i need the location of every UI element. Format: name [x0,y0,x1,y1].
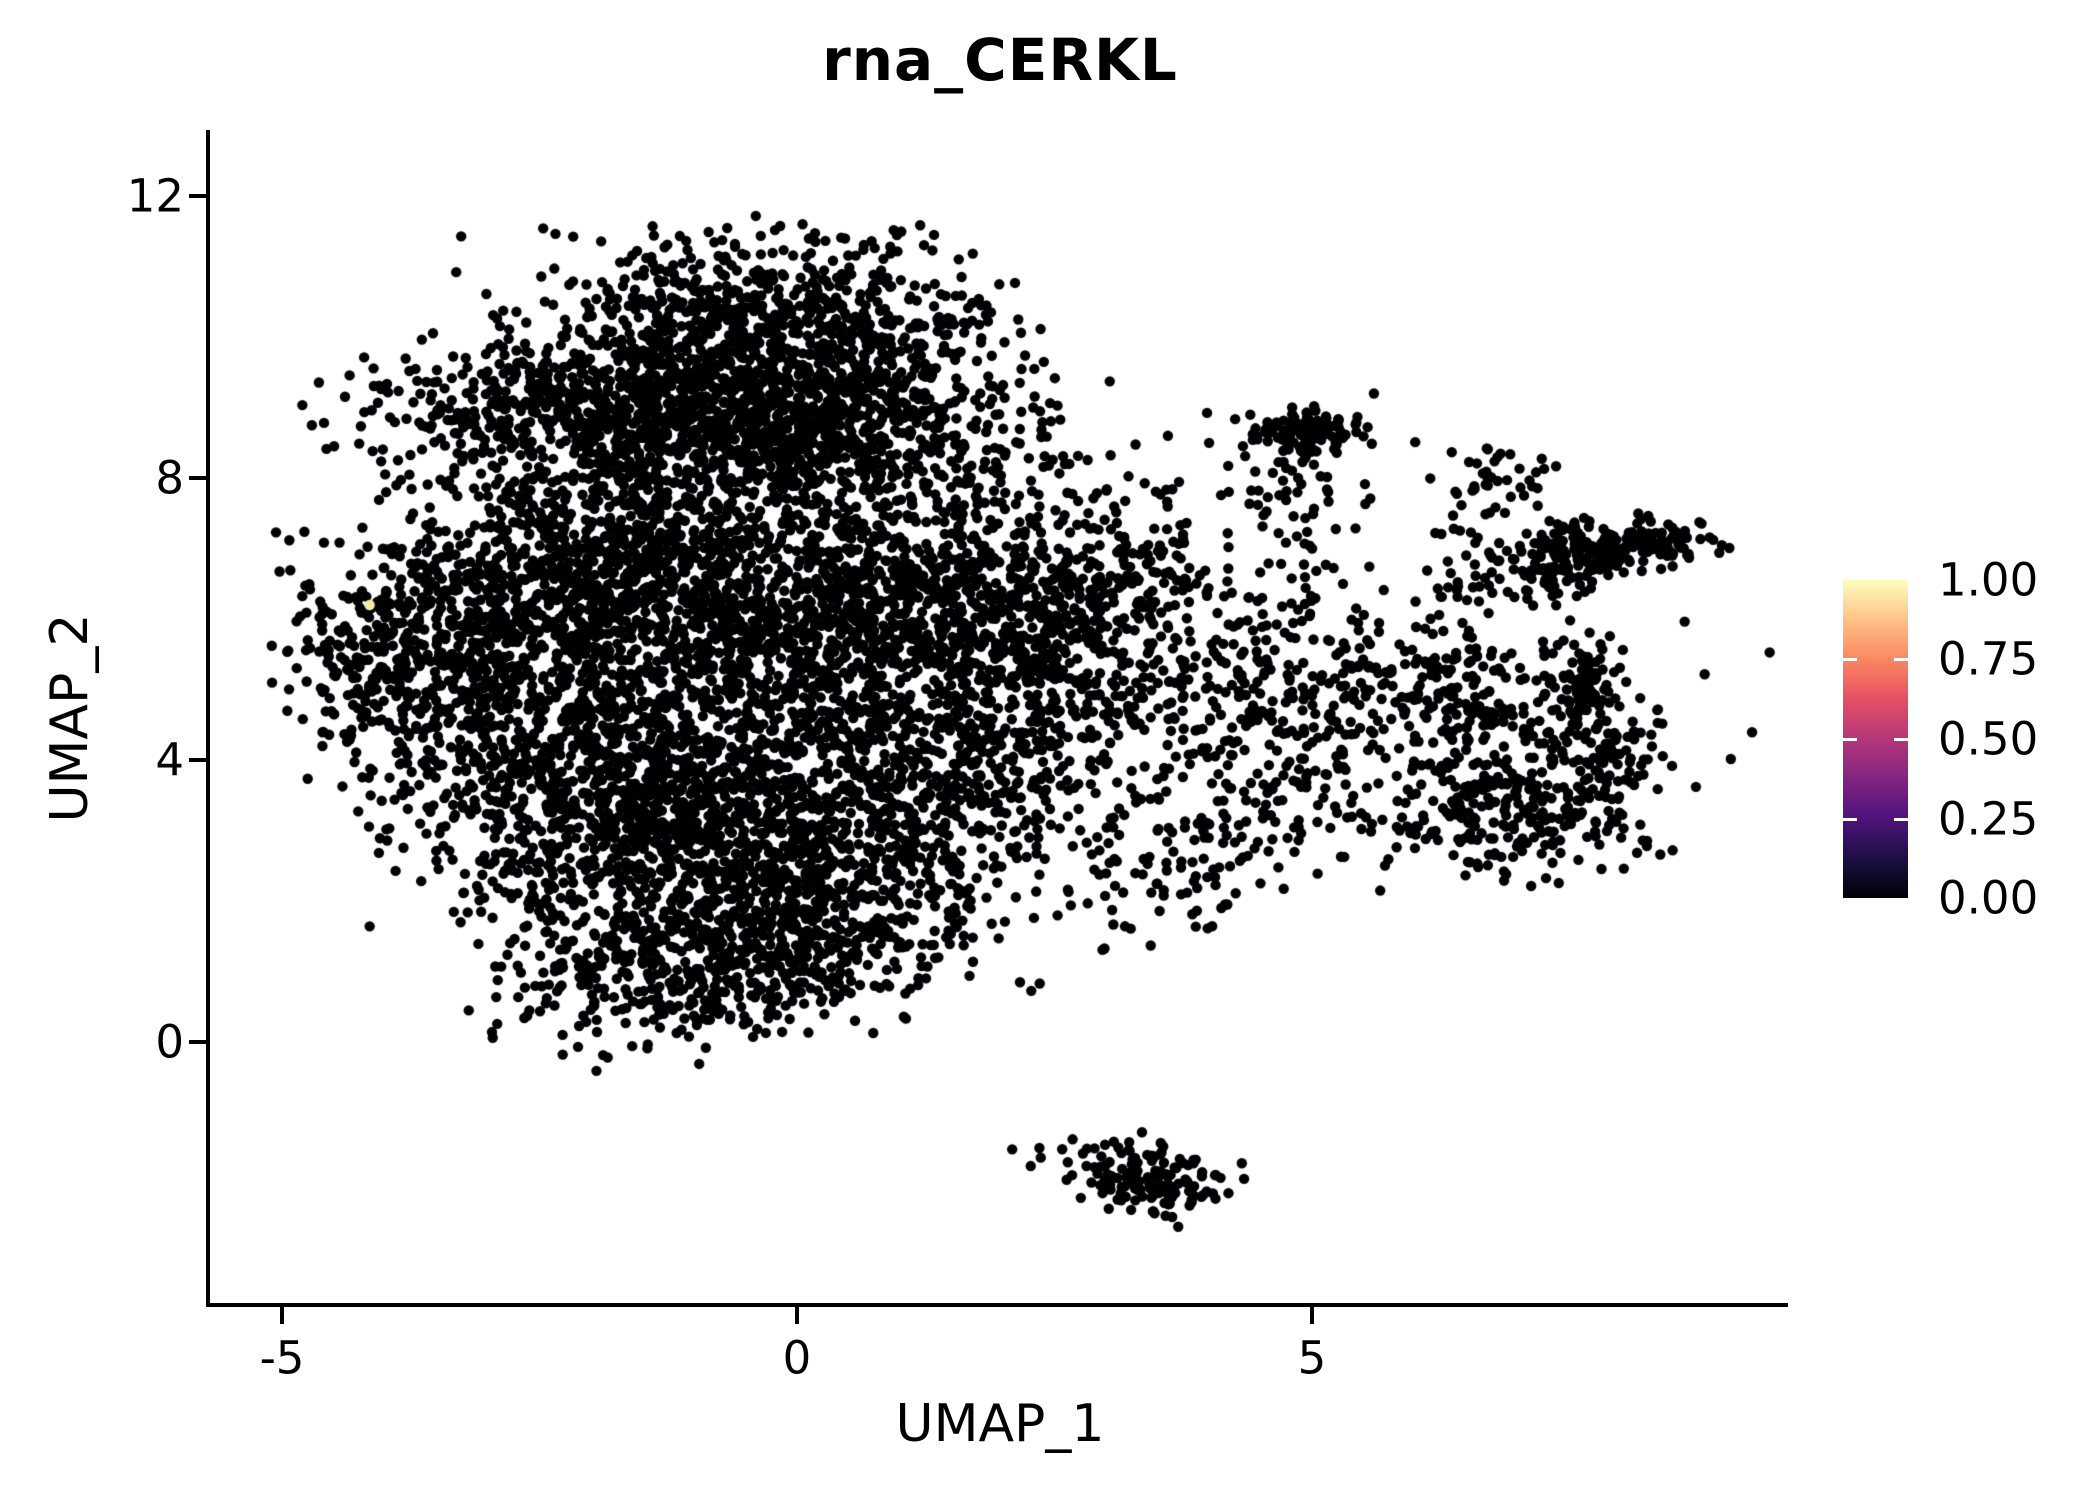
y-tick-label: 12 [126,169,184,223]
x-tick-mark [1310,1307,1314,1324]
y-axis-title: UMAP_2 [40,613,100,823]
colorbar-tick-label: 0.00 [1938,871,2039,925]
x-tick-label: 5 [1297,1331,1327,1385]
x-tick-label: 0 [782,1331,812,1385]
y-tick-mark [189,194,206,198]
y-tick-mark [189,1040,206,1044]
y-axis-line [206,130,210,1307]
colorbar-tick [1843,818,1857,821]
colorbar-tick [1894,658,1908,661]
y-tick-label: 8 [155,451,184,505]
x-axis-title: UMAP_1 [895,1394,1105,1454]
colorbar-tick [1843,658,1857,661]
colorbar-tick [1894,818,1908,821]
y-tick-mark [189,476,206,480]
colorbar-tick-label: 0.25 [1938,792,2039,846]
colorbar-tick-label: 0.50 [1938,712,2039,766]
x-tick-mark [795,1307,799,1324]
x-tick-label: -5 [259,1331,305,1385]
y-tick-mark [189,758,206,762]
colorbar-tick-label: 1.00 [1938,553,2039,607]
y-tick-label: 0 [155,1015,184,1069]
colorbar-tick [1894,738,1908,741]
colorbar-tick [1843,738,1857,741]
y-tick-label: 4 [155,733,184,787]
x-tick-mark [280,1307,284,1324]
colorbar-tick-label: 0.75 [1938,632,2039,686]
colorbar [1843,580,1908,898]
x-axis-line [206,1303,1788,1307]
